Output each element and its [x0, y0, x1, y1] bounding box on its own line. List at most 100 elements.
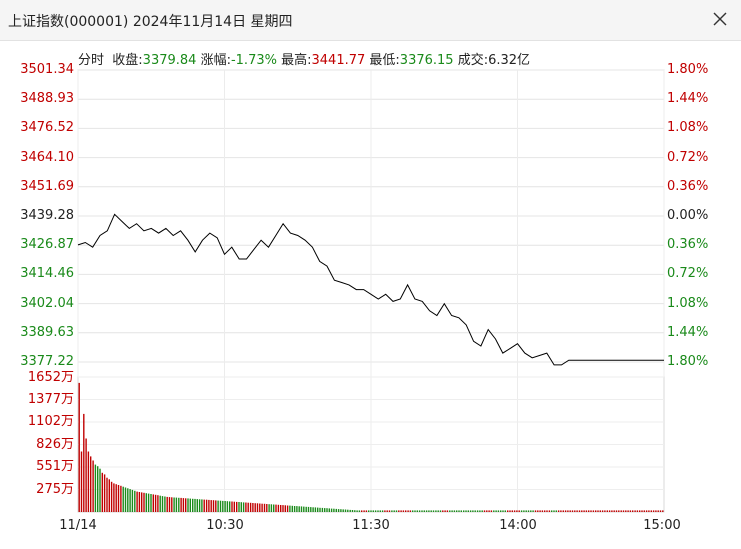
- volume-bar: [259, 503, 261, 512]
- volume-bar: [453, 510, 456, 512]
- volume-bar: [657, 510, 659, 512]
- volume-bar: [423, 510, 425, 512]
- volume-bar: [150, 494, 152, 512]
- volume-bar: [590, 510, 592, 512]
- volume-bar: [412, 510, 414, 512]
- price-tick-label: 3451.69: [20, 178, 74, 194]
- volume-bar: [328, 508, 330, 512]
- volume-bar: [534, 510, 537, 512]
- volume-bar: [488, 510, 490, 512]
- volume-bar: [627, 510, 629, 512]
- volume-bar: [152, 494, 154, 512]
- volume-bar: [629, 510, 632, 512]
- volume-bar: [365, 510, 368, 512]
- volume-bar: [449, 510, 451, 512]
- volume-bar: [463, 510, 465, 512]
- percent-tick-label: 1.44%: [667, 91, 709, 107]
- volume-bar: [555, 510, 557, 512]
- volume-bar: [625, 510, 627, 512]
- volume-bar: [576, 510, 578, 512]
- percent-tick-label: 0.36%: [667, 178, 709, 194]
- volume-bar: [532, 510, 534, 512]
- volume-bar: [78, 382, 80, 512]
- price-tick-label: 3402.04: [20, 295, 74, 311]
- volume-bar: [249, 502, 252, 512]
- volume-bar: [205, 499, 208, 512]
- volume-bar: [601, 510, 604, 512]
- volume-bar: [421, 510, 423, 512]
- volume-bar: [608, 510, 611, 512]
- volume-bar: [597, 510, 599, 512]
- volume-tick-label: 1102万: [27, 414, 74, 429]
- volume-value: 6.32亿: [488, 53, 531, 68]
- change-value: -1.73%: [230, 53, 277, 68]
- volume-bar: [300, 506, 303, 512]
- volume-bar: [182, 498, 185, 512]
- volume-bar: [472, 510, 474, 512]
- volume-bar: [560, 510, 562, 512]
- volume-bar: [145, 493, 147, 512]
- volume-bar: [520, 510, 523, 512]
- volume-bar: [379, 510, 381, 512]
- time-tick-label: 10:30: [206, 518, 244, 533]
- close-icon[interactable]: [709, 8, 731, 30]
- volume-bar: [134, 490, 136, 512]
- volume-bar: [384, 510, 386, 512]
- volume-bar: [317, 507, 319, 512]
- volume-bar: [541, 510, 544, 512]
- volume-bar: [138, 492, 141, 512]
- volume-bar: [113, 483, 115, 512]
- time-tick-label: 14:00: [499, 518, 537, 533]
- volume-bar: [622, 510, 625, 512]
- volume-bar: [196, 499, 198, 512]
- volume-bar: [92, 460, 94, 512]
- percent-tick-label: 0.36%: [667, 237, 709, 253]
- volume-bar: [289, 505, 291, 512]
- volume-bar: [90, 456, 92, 512]
- volume-bar: [115, 484, 117, 512]
- volume-bar: [108, 479, 110, 512]
- volume-bar: [592, 510, 595, 512]
- volume-bar: [388, 510, 391, 512]
- volume-bar: [639, 510, 641, 512]
- volume-bar: [164, 496, 166, 512]
- volume-bar: [595, 510, 597, 512]
- volume-bar: [277, 504, 280, 512]
- high-label: 最高:: [281, 53, 312, 68]
- price-tick-label: 3414.46: [20, 266, 74, 282]
- volume-bar: [215, 500, 217, 512]
- volume-bar: [456, 510, 458, 512]
- volume-bar: [229, 501, 231, 512]
- volume-bar: [141, 492, 143, 512]
- price-tick-label: 3488.93: [20, 91, 74, 107]
- volume-bar: [356, 510, 358, 512]
- mode-label[interactable]: 分时: [78, 53, 105, 68]
- volume-bar: [187, 498, 189, 512]
- volume-bar: [483, 510, 486, 512]
- volume-bar: [358, 510, 361, 512]
- volume-bar: [168, 497, 171, 512]
- volume-bar: [312, 507, 314, 512]
- volume-bar: [469, 510, 472, 512]
- volume-bar: [324, 508, 326, 512]
- volume-bar: [284, 505, 286, 512]
- volume-bar: [85, 438, 87, 512]
- volume-bar: [330, 508, 333, 512]
- volume-bar: [632, 510, 634, 512]
- time-tick-label: 11/14: [59, 518, 97, 533]
- volume-bar: [511, 510, 513, 512]
- volume-bar: [507, 510, 509, 512]
- volume-bar: [641, 510, 643, 512]
- volume-bar: [493, 510, 495, 512]
- volume-bar: [337, 509, 340, 512]
- volume-bar: [551, 510, 553, 512]
- volume-bar: [212, 500, 215, 512]
- volume-bar: [333, 508, 335, 512]
- volume-bar: [245, 502, 247, 512]
- percent-tick-label: 0.72%: [667, 266, 709, 282]
- volume-tick-label: 826万: [36, 436, 74, 452]
- volume-bar: [120, 485, 122, 512]
- volume-bar: [432, 510, 435, 512]
- percent-tick-label: 1.08%: [667, 295, 709, 311]
